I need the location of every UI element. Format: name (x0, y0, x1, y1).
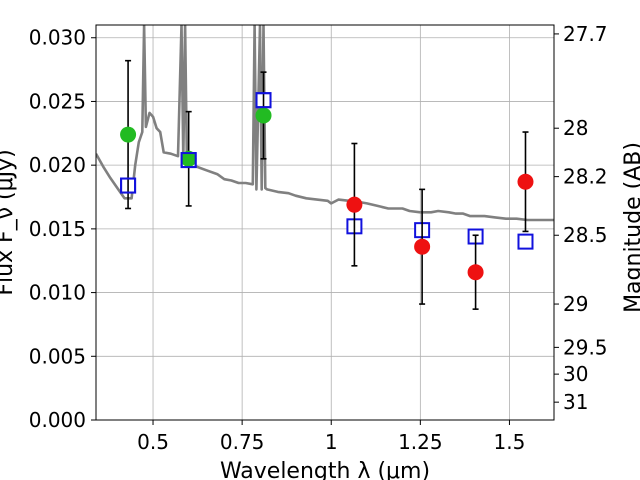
observed-optical-point (120, 126, 137, 143)
plot-frame (95, 24, 555, 421)
y-tick-label: 0.030 (29, 26, 86, 50)
y-tick-label: 0.025 (29, 89, 86, 113)
y2-tick-label: 27.7 (563, 22, 608, 46)
model-photometry-marker-outline (255, 92, 272, 109)
observed-optical-point (180, 150, 197, 167)
axis-layer: 0.5 0.75 1 1.25 1.5 0.000 0.005 0.010 0.015 0.020… (29, 22, 608, 454)
y2-tick-label: 29 (563, 292, 588, 316)
model-photometry-marker-outline (180, 152, 197, 169)
y-tick-label: 0.020 (29, 153, 86, 177)
y2-tick-label: 30 (563, 362, 588, 386)
y2-tick-label: 28 (563, 116, 588, 140)
observed-nir-point (517, 173, 534, 190)
x-tick-label: 0.5 (137, 430, 169, 454)
y-tick-label: 0.010 (29, 281, 86, 305)
y-tick-label: 0.000 (29, 408, 86, 432)
x-tick-label: 1.25 (398, 430, 443, 454)
y2-tick-label: 28.2 (563, 165, 608, 189)
y-axis-label: Flux F_ν (μJy) (0, 149, 18, 295)
model-photometry-marker (517, 233, 534, 250)
y2-tick-label: 31 (563, 390, 588, 414)
observed-nir-point (414, 238, 431, 255)
x-tick-label: 1.5 (494, 430, 526, 454)
x-tick-label: 1 (325, 430, 338, 454)
x-axis-label: Wavelength λ (μm) (220, 459, 430, 480)
y-tick-label: 0.005 (29, 344, 86, 368)
observed-optical-point (255, 107, 272, 124)
marker-layer (120, 59, 534, 310)
model-photometry-marker-outline (120, 177, 137, 194)
observed-nir-point (346, 196, 363, 213)
y2-axis-label: Magnitude (AB) (621, 142, 640, 313)
x-tick-label: 0.75 (220, 430, 265, 454)
y-tick-label: 0.015 (29, 217, 86, 241)
observed-nir-point (467, 264, 484, 281)
y2-tick-label: 29.5 (563, 335, 608, 359)
grid (96, 25, 554, 421)
spectrum-layer (96, 25, 554, 222)
spectrum-line (96, 25, 554, 222)
y2-tick-label: 28.5 (563, 223, 608, 247)
